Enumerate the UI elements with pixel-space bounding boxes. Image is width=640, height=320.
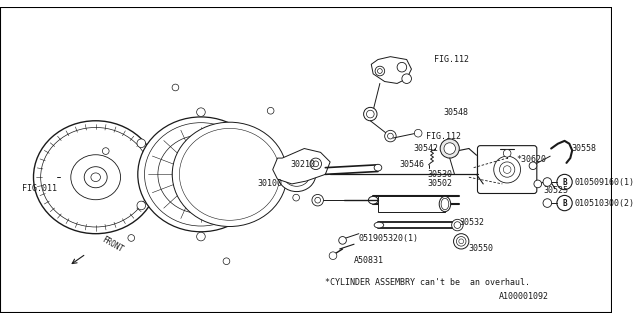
Circle shape: [444, 143, 456, 154]
Circle shape: [172, 84, 179, 91]
Text: B: B: [563, 198, 567, 208]
Circle shape: [529, 162, 537, 170]
Text: FIG.112: FIG.112: [434, 55, 469, 64]
Circle shape: [402, 74, 412, 84]
Ellipse shape: [369, 196, 378, 204]
Circle shape: [543, 199, 552, 207]
Text: A100001092: A100001092: [499, 292, 549, 301]
Circle shape: [378, 68, 382, 73]
Circle shape: [329, 252, 337, 260]
Ellipse shape: [91, 173, 100, 181]
Text: FIG.011: FIG.011: [22, 184, 58, 193]
Ellipse shape: [172, 148, 230, 201]
Ellipse shape: [278, 157, 316, 192]
Text: 010509160(1): 010509160(1): [574, 178, 634, 187]
Circle shape: [128, 235, 134, 241]
Text: *CYLINDER ASSEMBRY can't be  an overhaul.: *CYLINDER ASSEMBRY can't be an overhaul.: [325, 278, 531, 287]
Ellipse shape: [439, 196, 451, 212]
Ellipse shape: [33, 121, 158, 234]
Circle shape: [543, 178, 552, 186]
Circle shape: [137, 139, 145, 148]
Circle shape: [557, 174, 572, 190]
Ellipse shape: [290, 168, 303, 180]
Text: B: B: [563, 178, 567, 187]
Circle shape: [223, 258, 230, 265]
Circle shape: [459, 239, 463, 244]
Circle shape: [388, 133, 393, 139]
Circle shape: [196, 232, 205, 241]
Circle shape: [364, 108, 377, 121]
Circle shape: [499, 162, 515, 177]
Text: A50831: A50831: [354, 256, 384, 265]
Circle shape: [313, 161, 319, 167]
Circle shape: [310, 158, 321, 170]
Text: FRONT: FRONT: [100, 235, 125, 254]
Circle shape: [315, 197, 321, 203]
Text: 30558: 30558: [572, 144, 596, 153]
Circle shape: [557, 196, 572, 211]
Text: 30100: 30100: [257, 180, 282, 188]
Circle shape: [493, 156, 520, 183]
Ellipse shape: [71, 155, 120, 200]
Text: 30532: 30532: [460, 218, 484, 227]
Circle shape: [452, 219, 463, 231]
Ellipse shape: [374, 164, 382, 171]
Ellipse shape: [196, 171, 205, 178]
Ellipse shape: [284, 162, 310, 186]
Circle shape: [503, 149, 511, 157]
Circle shape: [367, 110, 374, 118]
Circle shape: [312, 195, 323, 206]
Circle shape: [454, 234, 469, 249]
Ellipse shape: [158, 135, 244, 213]
Bar: [378, 196, 445, 212]
Ellipse shape: [138, 117, 264, 232]
Circle shape: [385, 130, 396, 142]
Ellipse shape: [193, 167, 209, 182]
Circle shape: [375, 66, 385, 76]
Circle shape: [454, 222, 461, 228]
Circle shape: [292, 194, 300, 201]
Circle shape: [256, 201, 265, 210]
Text: 30548: 30548: [444, 108, 469, 117]
Polygon shape: [273, 148, 330, 184]
Text: 30502: 30502: [428, 180, 452, 188]
Circle shape: [414, 129, 422, 137]
Circle shape: [339, 236, 346, 244]
Circle shape: [196, 108, 205, 116]
Ellipse shape: [374, 222, 384, 228]
Ellipse shape: [185, 160, 217, 189]
Text: FIG.112: FIG.112: [426, 132, 461, 140]
Ellipse shape: [441, 198, 449, 210]
Text: 30210: 30210: [291, 160, 316, 169]
Text: 30542: 30542: [413, 144, 438, 153]
Text: 30550: 30550: [469, 244, 494, 252]
Text: 051905320(1): 051905320(1): [359, 234, 419, 243]
Circle shape: [503, 166, 511, 173]
Text: *30620: *30620: [516, 156, 547, 164]
Circle shape: [397, 62, 406, 72]
Circle shape: [456, 236, 466, 246]
Ellipse shape: [145, 123, 257, 226]
Circle shape: [256, 139, 265, 148]
Ellipse shape: [41, 127, 150, 227]
Circle shape: [137, 201, 145, 210]
Text: 30530: 30530: [428, 170, 452, 179]
Ellipse shape: [172, 122, 287, 227]
Ellipse shape: [84, 167, 107, 188]
FancyBboxPatch shape: [477, 146, 537, 194]
Circle shape: [440, 139, 460, 158]
Circle shape: [268, 108, 274, 114]
Text: 010510300(2): 010510300(2): [574, 198, 634, 208]
Text: 30525: 30525: [543, 186, 568, 195]
Text: 30546: 30546: [399, 160, 424, 169]
Circle shape: [102, 148, 109, 155]
Polygon shape: [371, 57, 412, 84]
Ellipse shape: [179, 128, 280, 220]
Circle shape: [534, 180, 541, 188]
